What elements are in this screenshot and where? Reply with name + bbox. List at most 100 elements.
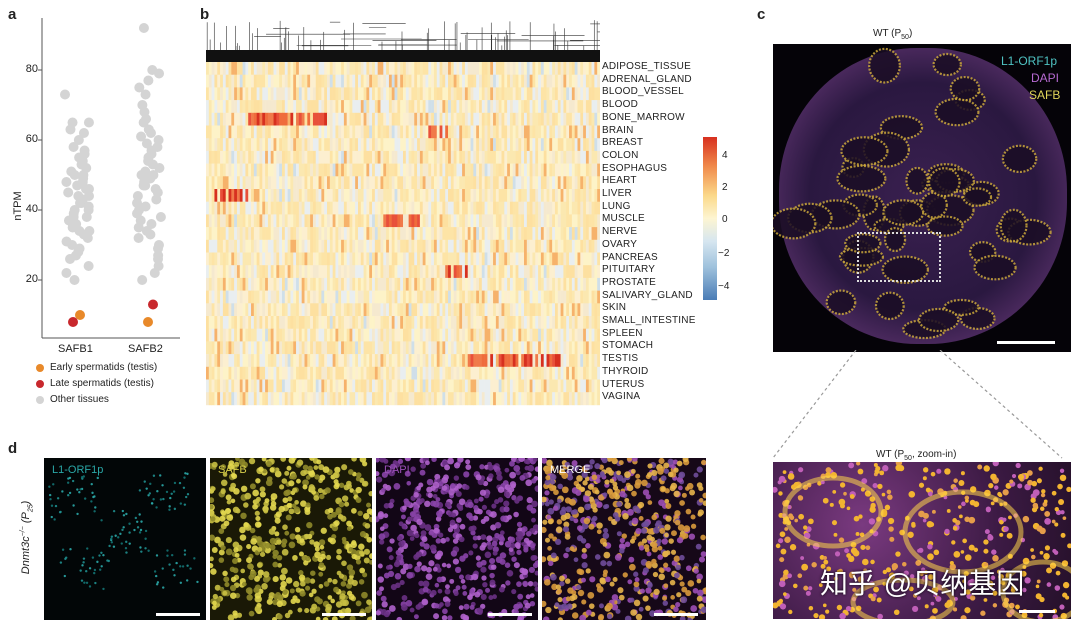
heatmap-cell [256, 189, 260, 202]
heatmap-cell [332, 189, 336, 202]
heatmap-cell [490, 150, 494, 164]
heatmap-cell [369, 354, 373, 368]
heatmap-cell [301, 112, 305, 126]
heatmap-cell [206, 189, 210, 202]
heatmap-cell [267, 62, 272, 75]
tile-nucleus [210, 562, 214, 569]
zoom-nucleus [952, 525, 958, 531]
heatmap-cell [380, 163, 384, 177]
heatmap-cell [284, 265, 288, 279]
heatmap-cell [346, 100, 350, 114]
tile-nucleus [292, 595, 298, 601]
heatmap-cell [281, 277, 286, 291]
heatmap-cell [222, 354, 226, 368]
tile-nucleus [307, 465, 313, 471]
seminiferous-tubule [773, 207, 817, 240]
heatmap-cell [357, 316, 362, 329]
heatmap-cell [569, 176, 573, 190]
heatmap-cell [459, 265, 463, 279]
heatmap-cell [332, 328, 336, 342]
heatmap-cell [518, 277, 522, 291]
heatmap-cell [574, 214, 578, 228]
heatmap-cell [462, 100, 466, 114]
tissue-label: PANCREAS [602, 251, 658, 263]
heatmap-cell [343, 214, 348, 228]
heatmap-cell [363, 74, 367, 88]
zoom-nucleus [1044, 517, 1052, 525]
heatmap-cell [411, 341, 415, 355]
tile-nucleus [49, 497, 52, 501]
heatmap-cell [436, 265, 440, 279]
heatmap-cell [222, 74, 226, 88]
zoom-nucleus [964, 495, 970, 501]
heatmap-cell [343, 290, 348, 304]
heatmap-cell [484, 290, 488, 304]
tile-nucleus [152, 498, 155, 501]
heatmap-cell [231, 303, 235, 317]
heatmap-cell [383, 74, 387, 88]
heatmap-cell [411, 138, 415, 152]
heatmap-cell [251, 214, 255, 228]
heatmap-cell [372, 214, 376, 228]
heatmap-cell [436, 74, 440, 88]
heatmap-cell [580, 201, 584, 215]
heatmap-cell [228, 62, 232, 75]
heatmap-cell [245, 62, 249, 75]
heatmap-cell [245, 87, 249, 101]
heatmap-cell [504, 176, 508, 190]
heatmap-cell [411, 214, 415, 228]
heatmap-cell [245, 214, 249, 228]
heatmap-cell [318, 214, 322, 228]
tile-nucleus [289, 533, 296, 540]
tile-nucleus [355, 600, 362, 607]
heatmap-cell [428, 341, 432, 355]
heatmap-cell [270, 354, 274, 368]
heatmap-cell [329, 227, 333, 241]
heatmap-cell [231, 100, 235, 114]
heatmap-cell [355, 239, 359, 253]
heatmap-cell [478, 277, 483, 291]
heatmap-cell [566, 87, 570, 101]
heatmap-cell [554, 341, 559, 355]
heatmap-cell [363, 125, 367, 139]
heatmap-cell [253, 201, 257, 215]
heatmap-cell [411, 87, 415, 101]
heatmap-cell [481, 328, 485, 342]
tile-nucleus [241, 461, 248, 469]
heatmap-cell [484, 189, 488, 202]
heatmap-cell [493, 74, 497, 88]
heatmap-cell [369, 303, 373, 317]
zoom-nucleus [992, 462, 999, 467]
heatmap-cell [284, 239, 288, 253]
heatmap-cell [535, 214, 539, 228]
panel-label-d: d [8, 440, 18, 457]
heatmap-cell [464, 252, 469, 266]
heatmap-cell [304, 392, 308, 406]
heatmap-cell [535, 290, 539, 304]
heatmap-cell [400, 201, 404, 215]
heatmap-cell [315, 62, 319, 75]
heatmap-cell [515, 265, 519, 279]
heatmap-cell [262, 303, 266, 317]
heatmap-cell [526, 379, 530, 393]
heatmap-cell [597, 277, 600, 291]
heatmap-cell [526, 87, 530, 101]
zoom-nucleus [1059, 474, 1067, 482]
heatmap-cell [380, 201, 384, 215]
tile-nucleus [270, 500, 277, 507]
heatmap-cell [414, 125, 418, 139]
tile-nucleus [313, 541, 320, 548]
heatmap-cell [408, 201, 412, 215]
tile-nucleus [90, 500, 93, 503]
heatmap-cell [225, 150, 229, 164]
heatmap-cell [214, 303, 218, 317]
tile-nucleus [93, 510, 96, 513]
heatmap-cell [473, 366, 477, 380]
heatmap-cell [504, 227, 508, 241]
heatmap-cell [405, 239, 409, 253]
heatmap-cell [343, 112, 348, 126]
heatmap-cell [456, 176, 460, 190]
heatmap-cell [262, 112, 266, 126]
tile-nucleus [67, 477, 70, 480]
heatmap-cell [498, 125, 502, 139]
